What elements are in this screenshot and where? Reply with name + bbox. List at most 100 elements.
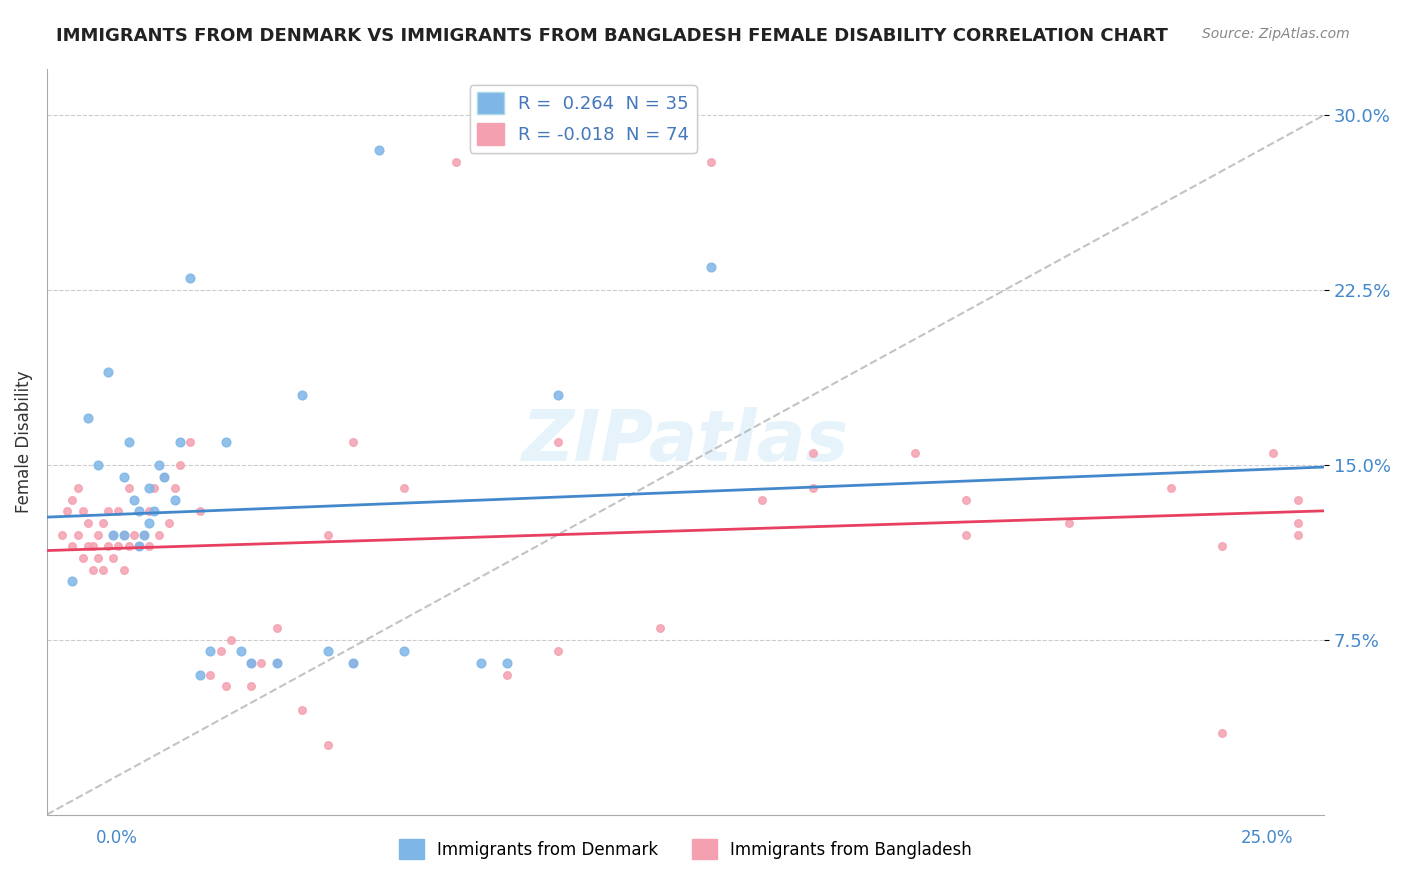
Y-axis label: Female Disability: Female Disability [15, 370, 32, 513]
Point [200, 667, 222, 681]
Point [1286, 528, 1309, 542]
Point [97, 540, 120, 554]
Point [138, 481, 160, 495]
Text: IMMIGRANTS FROM DENMARK VS IMMIGRANTS FROM BANGLADESH FEMALE DISABILITY CORRELAT: IMMIGRANTS FROM DENMARK VS IMMIGRANTS FR… [56, 27, 1168, 45]
Point [138, 516, 160, 530]
Point [56, 504, 79, 518]
Point [82, 540, 104, 554]
Point [240, 656, 263, 670]
Point [219, 632, 242, 647]
Point [188, 504, 211, 518]
Point [72, 504, 94, 518]
Point [801, 446, 824, 460]
Text: Source: ZipAtlas.com: Source: ZipAtlas.com [1202, 27, 1350, 41]
Point [132, 528, 155, 542]
Point [169, 458, 191, 472]
Point [76, 540, 98, 554]
Point [1057, 516, 1080, 530]
Point [138, 540, 160, 554]
Point [700, 154, 723, 169]
Point [148, 458, 170, 472]
Point [112, 528, 135, 542]
Point [103, 528, 125, 542]
Point [159, 516, 181, 530]
Point [215, 434, 238, 449]
Text: ZIPatlas: ZIPatlas [522, 407, 849, 476]
Point [547, 644, 569, 658]
Point [117, 540, 139, 554]
Point [112, 528, 135, 542]
Point [72, 551, 94, 566]
Point [107, 540, 129, 554]
Point [495, 656, 517, 670]
Point [103, 551, 125, 566]
Point [316, 738, 339, 752]
Point [91, 563, 114, 577]
Point [117, 434, 139, 449]
Point [87, 528, 110, 542]
Point [112, 469, 135, 483]
Point [103, 528, 125, 542]
Point [240, 679, 263, 693]
Point [495, 667, 517, 681]
Point [169, 434, 191, 449]
Point [122, 492, 145, 507]
Text: 25.0%: 25.0% [1241, 829, 1294, 847]
Point [87, 551, 110, 566]
Point [342, 656, 364, 670]
Point [179, 271, 201, 285]
Point [394, 481, 416, 495]
Point [266, 656, 288, 670]
Point [1211, 540, 1233, 554]
Point [955, 492, 977, 507]
Point [316, 644, 339, 658]
Point [97, 365, 120, 379]
Point [51, 528, 73, 542]
Point [179, 434, 201, 449]
Point [97, 504, 120, 518]
Point [1286, 492, 1309, 507]
Point [547, 388, 569, 402]
Point [291, 703, 314, 717]
Point [82, 563, 104, 577]
Point [153, 469, 176, 483]
Point [751, 492, 773, 507]
Point [153, 469, 176, 483]
Point [342, 656, 364, 670]
Point [700, 260, 723, 274]
Point [367, 143, 389, 157]
Point [76, 516, 98, 530]
Point [163, 492, 186, 507]
Point [62, 492, 84, 507]
Point [122, 528, 145, 542]
Point [904, 446, 927, 460]
Point [188, 667, 211, 681]
Point [128, 540, 150, 554]
Point [143, 481, 166, 495]
Point [128, 540, 150, 554]
Point [66, 528, 89, 542]
Point [648, 621, 671, 635]
Point [66, 481, 89, 495]
Legend: R =  0.264  N = 35, R = -0.018  N = 74: R = 0.264 N = 35, R = -0.018 N = 74 [470, 85, 697, 153]
Point [107, 504, 129, 518]
Point [62, 540, 84, 554]
Point [394, 644, 416, 658]
Point [1286, 516, 1309, 530]
Point [215, 679, 238, 693]
Point [470, 656, 492, 670]
Point [1211, 726, 1233, 740]
Point [1160, 481, 1182, 495]
Point [143, 504, 166, 518]
Point [138, 504, 160, 518]
Point [291, 388, 314, 402]
Point [200, 644, 222, 658]
Point [112, 563, 135, 577]
Point [266, 621, 288, 635]
Point [229, 644, 252, 658]
Point [91, 516, 114, 530]
Point [128, 504, 150, 518]
Point [266, 656, 288, 670]
Point [240, 656, 263, 670]
Point [955, 528, 977, 542]
